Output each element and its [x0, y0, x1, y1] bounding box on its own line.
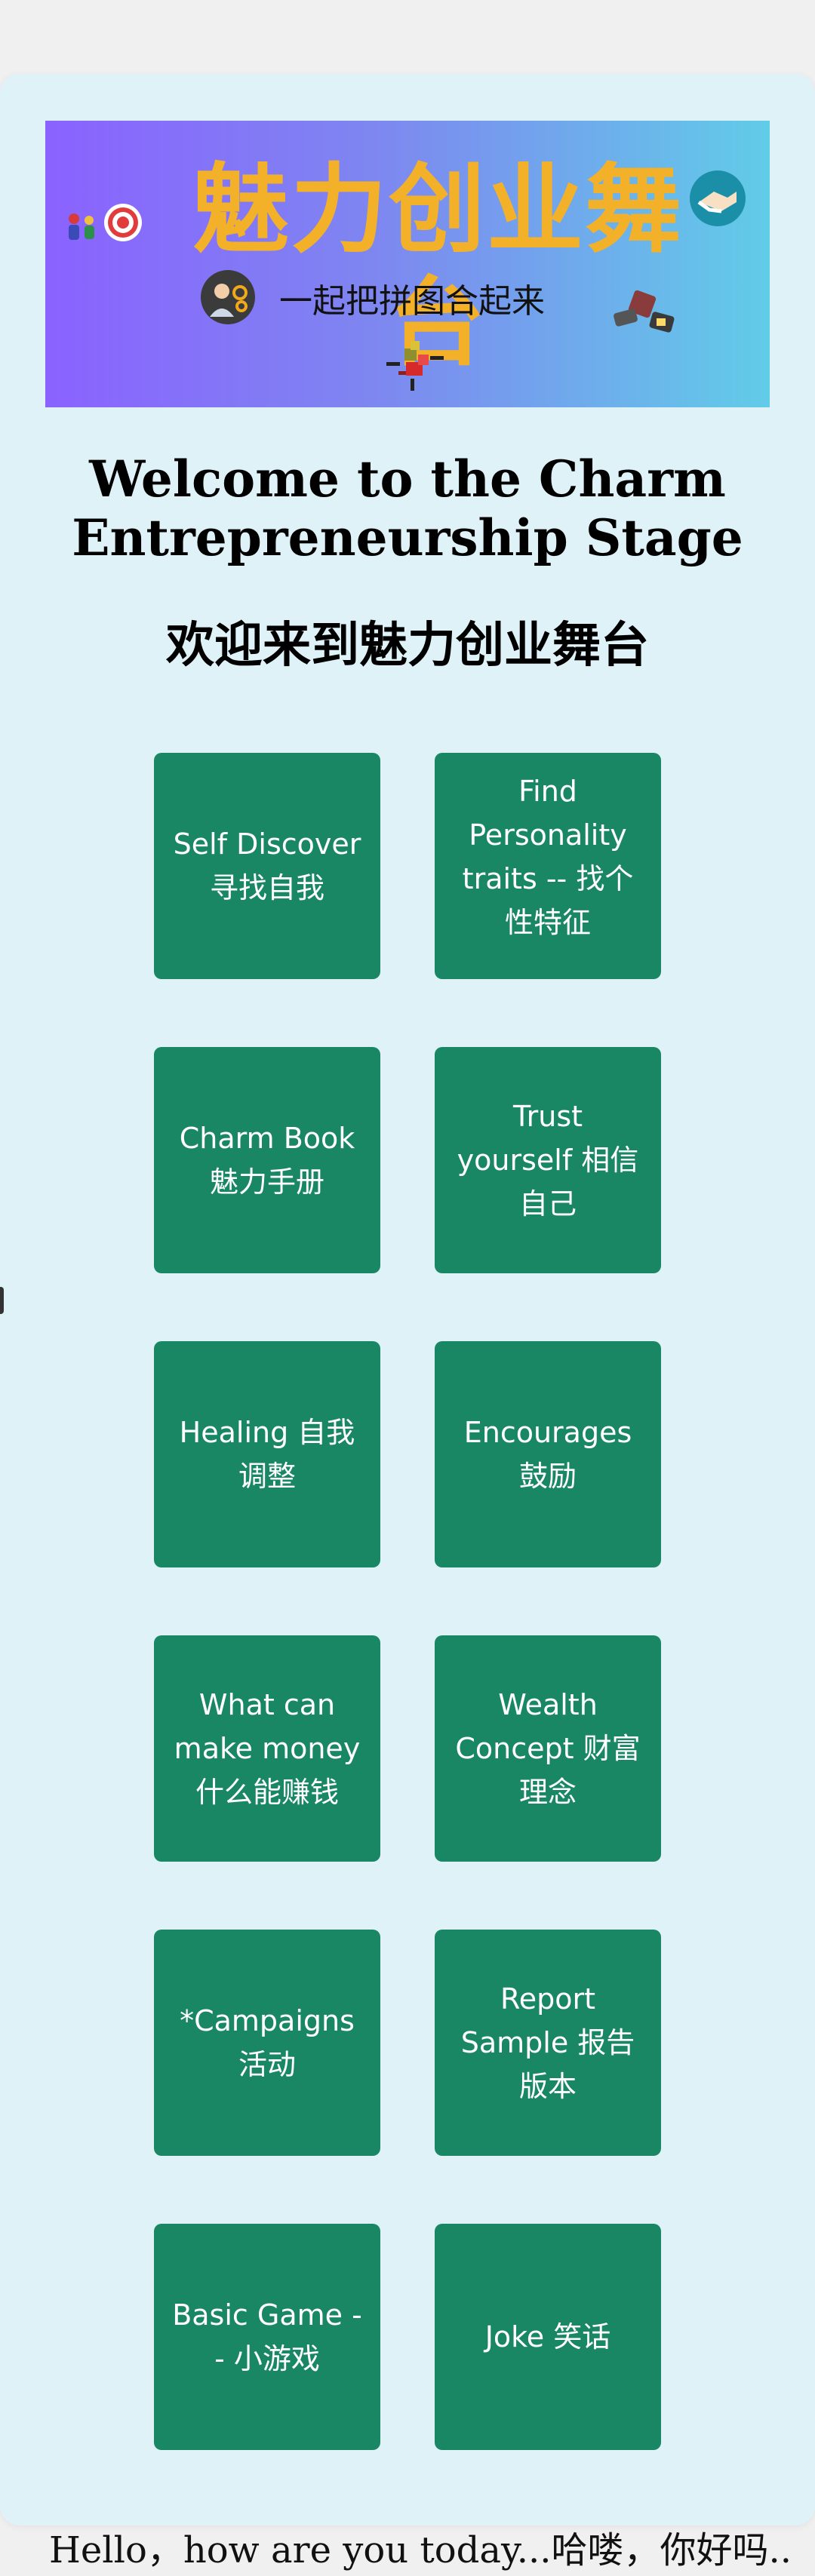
target-icon [104, 204, 142, 241]
tile-self-discover[interactable]: Self Discover 寻找自我 [154, 753, 380, 979]
tile-basic-game[interactable]: Basic Game -- 小游戏 [154, 2224, 380, 2450]
tile-label: Joke 笑话 [484, 2320, 611, 2353]
main-card: 魅力创业舞台 一起把拼图合起来 [0, 74, 815, 2525]
header-banner: 魅力创业舞台 一起把拼图合起来 [45, 121, 770, 407]
tile-trust-yourself[interactable]: Trust yourself 相信自己 [435, 1047, 661, 1273]
tile-label: Report Sample 报告版本 [460, 1982, 635, 2103]
scroll-edge-handle[interactable] [0, 1287, 4, 1314]
banner-subtitle: 一起把拼图合起来 [279, 282, 545, 321]
tile-label: Trust yourself 相信自己 [457, 1100, 639, 1220]
tile-label: Healing 自我调整 [179, 1416, 355, 1493]
tile-label: Charm Book 魅力手册 [179, 1122, 355, 1199]
tile-label: Encourages 鼓励 [463, 1416, 632, 1493]
people-icon [69, 213, 94, 240]
tile-label: Find Personality traits -- 找个性特征 [462, 775, 634, 939]
tile-healing[interactable]: Healing 自我调整 [154, 1341, 380, 1567]
tile-charm-book[interactable]: Charm Book 魅力手册 [154, 1047, 380, 1273]
tile-campaigns[interactable]: *Campaigns 活动 [154, 1930, 380, 2156]
puzzle-pieces-icon [386, 341, 444, 391]
tile-label: What can make money 什么能赚钱 [174, 1688, 361, 1809]
welcome-heading-cn: 欢迎来到魅力创业舞台 [166, 618, 649, 674]
banner-title: 魅力创业舞台 [192, 154, 683, 379]
tile-what-can-make-money[interactable]: What can make money 什么能赚钱 [154, 1635, 380, 1862]
welcome-heading: Welcome to the Charm Entrepreneurship St… [72, 450, 743, 567]
tile-label: Wealth Concept 财富理念 [455, 1688, 641, 1809]
tile-wealth-concept[interactable]: Wealth Concept 财富理念 [435, 1635, 661, 1862]
puzzle-hands-icon [614, 290, 675, 333]
tile-report-sample[interactable]: Report Sample 报告版本 [435, 1930, 661, 2156]
tile-label: Self Discover 寻找自我 [173, 827, 361, 904]
tile-label: *Campaigns 活动 [180, 2004, 355, 2081]
greeting-text: Hello，how are you today...哈喽，你好吗... [49, 2529, 789, 2571]
tile-encourages[interactable]: Encourages 鼓励 [435, 1341, 661, 1567]
businessman-gear-icon [201, 270, 255, 324]
tile-find-personality-traits[interactable]: Find Personality traits -- 找个性特征 [435, 753, 661, 979]
tile-joke[interactable]: Joke 笑话 [435, 2224, 661, 2450]
tile-label: Basic Game -- 小游戏 [172, 2298, 362, 2375]
handshake-icon [690, 170, 746, 226]
